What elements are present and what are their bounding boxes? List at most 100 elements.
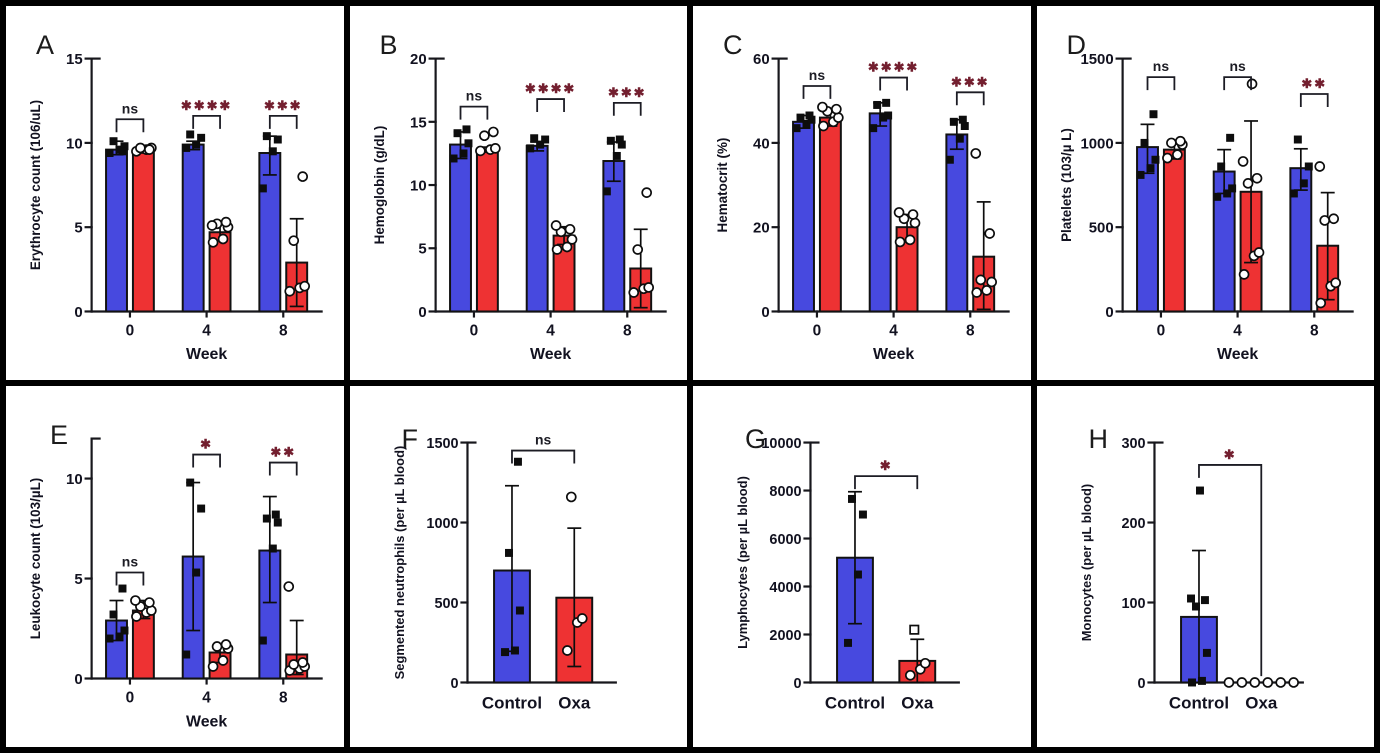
svg-text:Week: Week <box>1216 346 1257 363</box>
svg-text:Week: Week <box>186 346 227 363</box>
svg-text:4: 4 <box>1233 322 1242 339</box>
svg-text:4: 4 <box>546 322 555 339</box>
panel-E: E 0 5 10 0 4 8 Week Leukocyte count (103/µL) ns ✱… <box>3 383 347 750</box>
svg-text:✱✱: ✱✱ <box>1301 76 1327 91</box>
svg-text:Segmented neutrophils (per µL: Segmented neutrophils (per µL blood) <box>391 446 406 680</box>
svg-text:8: 8 <box>279 322 288 339</box>
svg-text:300: 300 <box>1121 436 1145 452</box>
svg-text:6000: 6000 <box>769 532 801 548</box>
svg-text:✱: ✱ <box>200 437 213 452</box>
svg-text:Control: Control <box>825 693 885 712</box>
svg-text:Hematocrit (%): Hematocrit (%) <box>715 138 730 233</box>
svg-text:5: 5 <box>74 571 82 588</box>
svg-text:0: 0 <box>418 304 426 321</box>
chart-monocytes: 0 100 200 300 Control Oxa Monocytes (per µL bl… <box>1078 436 1304 712</box>
svg-text:4000: 4000 <box>769 580 801 596</box>
svg-text:Week: Week <box>186 713 227 730</box>
svg-text:Week: Week <box>529 346 570 363</box>
svg-text:✱✱✱✱: ✱✱✱✱ <box>524 81 575 96</box>
svg-text:20: 20 <box>410 51 427 68</box>
svg-text:✱✱✱✱: ✱✱✱✱ <box>181 98 232 113</box>
svg-text:500: 500 <box>434 596 458 612</box>
svg-text:4: 4 <box>889 322 898 339</box>
panel-label-B: B <box>379 30 398 60</box>
svg-text:Oxa: Oxa <box>558 693 591 712</box>
svg-text:2000: 2000 <box>769 628 801 644</box>
svg-text:10: 10 <box>66 135 83 152</box>
svg-text:200: 200 <box>1121 516 1145 532</box>
panel-G: G 0 2000 4000 6000 8000 10000 Control Oxa Lympho… <box>690 383 1034 750</box>
svg-text:0: 0 <box>793 676 801 692</box>
panel-label-D: D <box>1066 30 1087 60</box>
svg-text:ns: ns <box>465 88 482 104</box>
svg-text:15: 15 <box>410 114 427 131</box>
svg-text:Oxa: Oxa <box>1245 693 1278 712</box>
svg-text:ns: ns <box>809 67 826 83</box>
svg-text:0: 0 <box>74 671 82 688</box>
svg-text:4: 4 <box>202 322 211 339</box>
chart-erythrocyte-count: 0 5 10 15 0 4 8 Week Erythrocyte count (106/uL) n… <box>28 51 323 363</box>
svg-text:1500: 1500 <box>1080 51 1113 68</box>
svg-text:0: 0 <box>126 689 135 706</box>
panel-label-C: C <box>723 30 743 60</box>
svg-text:ns: ns <box>122 100 139 116</box>
panel-label-H: H <box>1088 424 1109 454</box>
svg-text:Control: Control <box>1168 693 1228 712</box>
svg-text:100: 100 <box>1121 596 1145 612</box>
svg-text:8: 8 <box>966 322 975 339</box>
chart-platelets: 0 500 1000 1500 0 4 8 Week Platelets (103/µ L) ns… <box>1058 51 1354 363</box>
svg-text:Leukocyte count (103/µL): Leukocyte count (103/µL) <box>28 478 43 640</box>
panel-F: F 0 500 1000 1500 Control Oxa Segmented neutro… <box>346 383 690 750</box>
svg-text:0: 0 <box>126 322 135 339</box>
svg-text:0: 0 <box>74 304 82 321</box>
svg-text:0: 0 <box>469 322 478 339</box>
svg-text:Oxa: Oxa <box>901 693 934 712</box>
svg-text:8: 8 <box>622 322 631 339</box>
svg-text:15: 15 <box>66 51 83 68</box>
svg-text:ns: ns <box>535 432 552 448</box>
svg-text:✱✱✱: ✱✱✱ <box>951 74 990 89</box>
svg-text:1500: 1500 <box>426 436 458 452</box>
svg-text:40: 40 <box>753 135 770 152</box>
panel-label-E: E <box>50 420 69 450</box>
svg-text:Control: Control <box>481 693 541 712</box>
svg-text:0: 0 <box>1137 676 1145 692</box>
svg-text:Lymphocytes (per µL blood): Lymphocytes (per µL blood) <box>735 476 750 649</box>
svg-text:0: 0 <box>1156 322 1165 339</box>
svg-text:4: 4 <box>202 689 211 706</box>
chart-segmented-neutrophils: 0 500 1000 1500 Control Oxa Segmented neutroph… <box>391 432 617 712</box>
svg-text:10: 10 <box>66 471 83 488</box>
svg-text:10: 10 <box>410 178 427 195</box>
svg-text:20: 20 <box>753 220 770 237</box>
chart-lymphocytes: 0 2000 4000 6000 8000 10000 Control Oxa Lymphocy… <box>735 436 960 712</box>
svg-text:0: 0 <box>761 304 769 321</box>
panel-A: A 0 5 10 15 0 4 8 Week Erythrocyte count (106/uL… <box>3 3 347 383</box>
svg-text:Platelets (103/µ L): Platelets (103/µ L) <box>1058 128 1073 242</box>
svg-text:Hemoglobin (g/dL): Hemoglobin (g/dL) <box>371 126 386 245</box>
panel-label-A: A <box>36 30 55 60</box>
svg-text:✱: ✱ <box>880 458 893 473</box>
svg-text:1000: 1000 <box>426 516 458 532</box>
svg-text:✱✱: ✱✱ <box>270 445 296 460</box>
svg-text:ns: ns <box>1229 58 1246 74</box>
svg-text:500: 500 <box>1088 220 1113 237</box>
svg-text:60: 60 <box>753 51 770 68</box>
panel-label-G: G <box>745 424 767 454</box>
svg-text:✱✱✱✱: ✱✱✱✱ <box>868 60 919 75</box>
svg-text:✱✱✱: ✱✱✱ <box>264 98 303 113</box>
svg-text:1000: 1000 <box>1080 135 1113 152</box>
svg-text:✱: ✱ <box>1223 447 1236 462</box>
panel-B: B 0 5 10 15 20 0 4 8 Week Hemoglobin (g/dL) ns ✱✱✱✱… <box>346 3 690 383</box>
svg-text:10000: 10000 <box>761 436 801 452</box>
panel-H: H 0 100 200 300 Control Oxa Monocytes (per µL … <box>1033 383 1377 750</box>
svg-text:8: 8 <box>1309 322 1318 339</box>
svg-text:Monocytes (per µL blood): Monocytes (per µL blood) <box>1078 484 1093 641</box>
svg-text:0: 0 <box>1105 304 1113 321</box>
svg-text:5: 5 <box>418 241 426 258</box>
panel-C: C 0 20 40 60 0 4 8 Week Hematocrit (%) ns ✱✱✱✱ ✱✱✱ <box>690 3 1034 383</box>
panel-label-F: F <box>401 424 419 454</box>
